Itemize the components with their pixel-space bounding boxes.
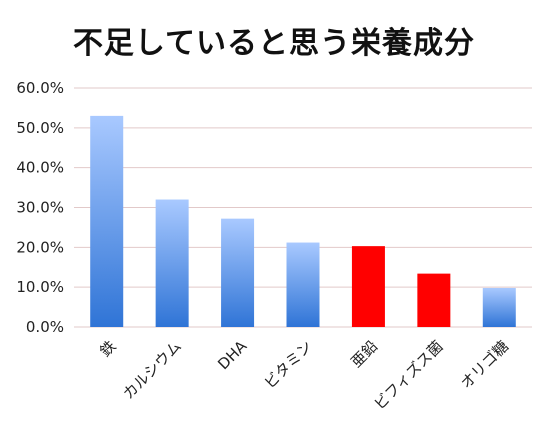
x-tick-label: カルシウム — [119, 337, 185, 403]
bar-1 — [155, 199, 189, 327]
y-tick-label: 50.0% — [16, 119, 64, 137]
x-tick-label: ビタミン — [261, 337, 316, 392]
x-tick-label: 亜鉛 — [347, 337, 381, 371]
chart-title: 不足していると思う栄養成分 — [72, 26, 476, 61]
bar-3 — [286, 242, 320, 327]
y-tick-label: 0.0% — [26, 318, 64, 336]
y-tick-label: 30.0% — [16, 199, 64, 217]
y-tick-label: 10.0% — [16, 278, 64, 296]
bar-4 — [351, 246, 385, 327]
y-tick-label: 20.0% — [16, 238, 64, 256]
bar-6 — [482, 287, 516, 327]
y-axis-ticks: 0.0% 10.0% 20.0% 30.0% 40.0% 50.0% 60.0% — [16, 79, 64, 336]
bar-0 — [90, 115, 124, 327]
bar-2 — [221, 218, 255, 327]
y-tick-label: 40.0% — [16, 159, 64, 177]
x-tick-label: ビフィズス菌 — [371, 337, 447, 413]
bars — [90, 115, 516, 327]
y-tick-label: 60.0% — [16, 79, 64, 97]
x-tick-label: オリゴ糖 — [457, 337, 512, 392]
x-tick-label: DHA — [214, 337, 251, 374]
bar-5 — [417, 273, 451, 327]
x-axis-ticks: 鉄カルシウム DHA ビタミン 亜鉛ビフィズス菌 オリゴ糖 — [96, 337, 512, 414]
x-tick-label: 鉄 — [96, 337, 119, 360]
